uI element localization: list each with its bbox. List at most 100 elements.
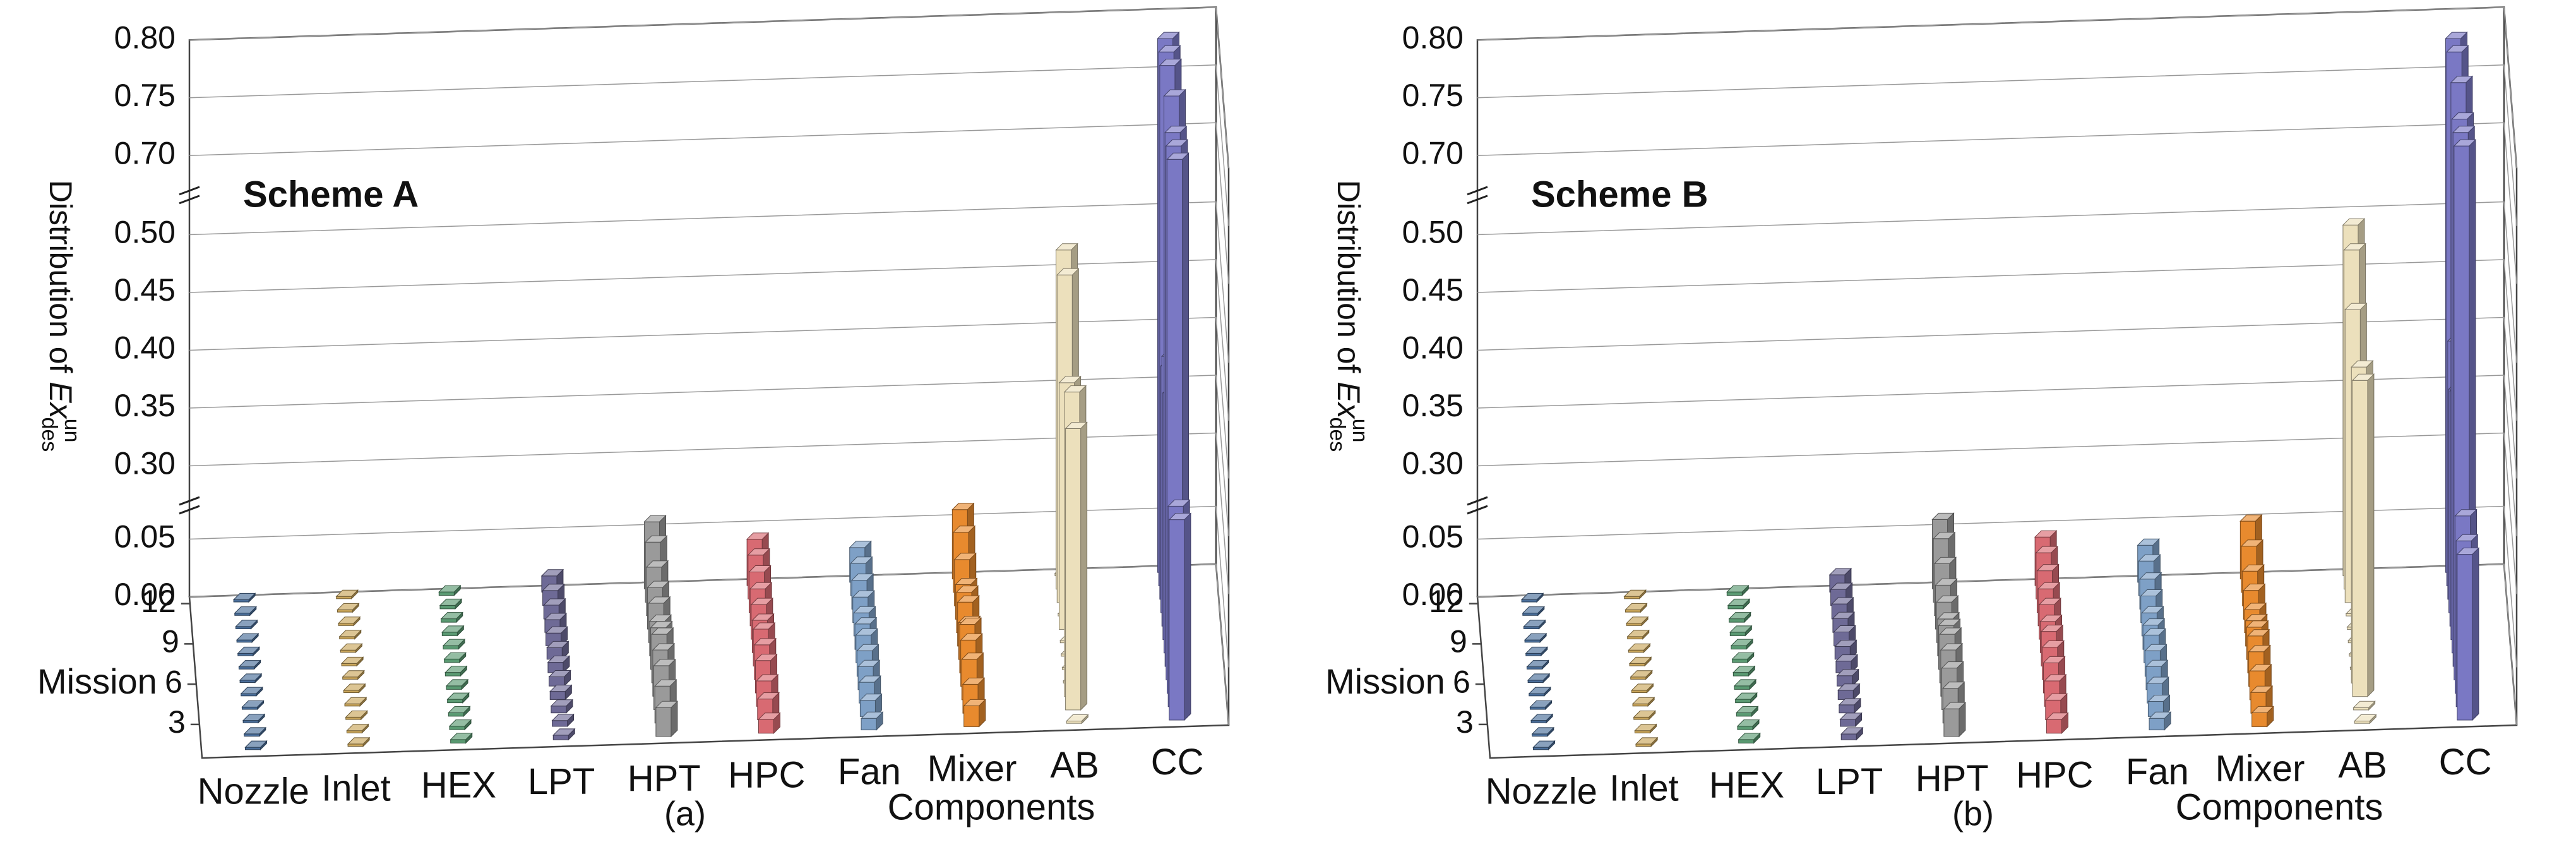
bar-top bbox=[1738, 733, 1761, 740]
bar bbox=[440, 611, 463, 623]
bar-top bbox=[1164, 126, 1188, 133]
bar-front bbox=[444, 672, 461, 677]
bar-top bbox=[2147, 695, 2171, 702]
bar-top bbox=[548, 670, 571, 677]
bar-front bbox=[1635, 743, 1652, 747]
bar-top bbox=[1157, 32, 1180, 39]
bar bbox=[239, 673, 263, 683]
bar bbox=[346, 723, 369, 734]
bar-front bbox=[2352, 380, 2368, 697]
bar-front bbox=[1527, 680, 1544, 683]
bar-top bbox=[1531, 727, 1555, 735]
bar-top bbox=[1626, 630, 1650, 637]
y-tick-label: 0.05 bbox=[114, 519, 176, 555]
bar-top bbox=[746, 532, 770, 540]
bar-top bbox=[2138, 554, 2161, 562]
bar-side bbox=[1080, 421, 1088, 711]
bar-top bbox=[1633, 710, 1656, 718]
y-label-text: Distribution of bbox=[43, 180, 78, 382]
y-tick-label: 0.35 bbox=[1402, 388, 1464, 423]
bar-front bbox=[242, 720, 259, 723]
bar bbox=[232, 592, 256, 603]
bar-top bbox=[244, 740, 268, 748]
grid-line bbox=[189, 505, 1229, 668]
bar-front bbox=[438, 591, 455, 596]
bar-front bbox=[1837, 690, 1854, 700]
bar-top bbox=[1530, 714, 1554, 721]
z-tick-label: 6 bbox=[1453, 664, 1470, 699]
bar-top bbox=[1634, 724, 1657, 731]
bar-top bbox=[2453, 139, 2477, 147]
bar-top bbox=[2251, 706, 2274, 713]
bar-front bbox=[1629, 663, 1645, 666]
bar-top bbox=[957, 595, 980, 603]
bar-front bbox=[1522, 613, 1539, 616]
bar-top bbox=[2036, 564, 2060, 572]
bar-top bbox=[1058, 376, 1082, 383]
bar-top bbox=[2044, 693, 2068, 701]
bar-top bbox=[1532, 740, 1556, 748]
bar bbox=[1531, 726, 1555, 737]
grid-line bbox=[189, 6, 1229, 169]
bar bbox=[439, 598, 463, 610]
bar bbox=[1630, 670, 1653, 680]
bar-top bbox=[2351, 373, 2375, 381]
bar-front bbox=[2353, 707, 2370, 711]
bar-top bbox=[961, 653, 984, 660]
bar-top bbox=[1623, 589, 1647, 597]
bar-top bbox=[546, 640, 569, 648]
bar-top bbox=[953, 553, 977, 560]
z-tick-label: 12 bbox=[141, 584, 176, 619]
bar-top bbox=[951, 503, 975, 510]
bar-top bbox=[1066, 714, 1089, 721]
bar bbox=[1730, 638, 1754, 650]
bar bbox=[448, 719, 472, 731]
bar-front bbox=[1526, 666, 1542, 670]
bar-top bbox=[1935, 595, 1959, 603]
bar bbox=[337, 603, 360, 613]
bar-top bbox=[1931, 512, 1955, 520]
bar-top bbox=[1167, 499, 1191, 507]
bar bbox=[340, 642, 363, 654]
bar-top bbox=[238, 660, 261, 668]
grid-line bbox=[1477, 6, 2517, 169]
bar bbox=[438, 584, 462, 596]
bar bbox=[1529, 700, 1553, 711]
bar-top bbox=[2140, 589, 2163, 596]
bar bbox=[1526, 659, 1549, 670]
bar-top bbox=[1159, 59, 1183, 66]
bar bbox=[1525, 646, 1549, 657]
bar-front bbox=[1726, 591, 1743, 596]
bar-front bbox=[963, 705, 980, 727]
y-axis-label: Distribution of Exundes bbox=[37, 180, 84, 452]
bar-top bbox=[236, 633, 259, 640]
bar bbox=[1520, 592, 1544, 603]
y-label-sub: des bbox=[1325, 417, 1349, 452]
bar bbox=[343, 683, 366, 694]
bar bbox=[1522, 606, 1546, 616]
bar bbox=[1628, 642, 1651, 654]
x-tick-label: AB bbox=[1050, 745, 1099, 786]
bar-top bbox=[552, 728, 576, 736]
bar bbox=[1625, 603, 1648, 613]
bar bbox=[444, 665, 468, 677]
bar-front bbox=[337, 609, 353, 613]
bar-front bbox=[347, 743, 364, 747]
bar bbox=[238, 659, 261, 670]
bar-front bbox=[237, 653, 254, 656]
bar-top bbox=[448, 706, 471, 713]
bar bbox=[1633, 710, 1656, 721]
bar-top bbox=[853, 606, 876, 613]
y-tick-label: 0.75 bbox=[1402, 78, 1464, 113]
bar-front bbox=[1627, 636, 1643, 640]
bar-top bbox=[1837, 683, 1861, 691]
bar-top bbox=[2138, 572, 2162, 580]
x-tick-label: Mixer bbox=[927, 748, 1017, 789]
bar-top bbox=[1635, 737, 1659, 745]
y-tick-label: 0.35 bbox=[114, 388, 176, 423]
bar-top bbox=[1834, 640, 1857, 647]
axis-break bbox=[179, 186, 200, 196]
bar-top bbox=[234, 606, 258, 614]
x-tick-label: CC bbox=[1151, 742, 1204, 783]
y-tick-label: 0.00 bbox=[114, 577, 176, 612]
